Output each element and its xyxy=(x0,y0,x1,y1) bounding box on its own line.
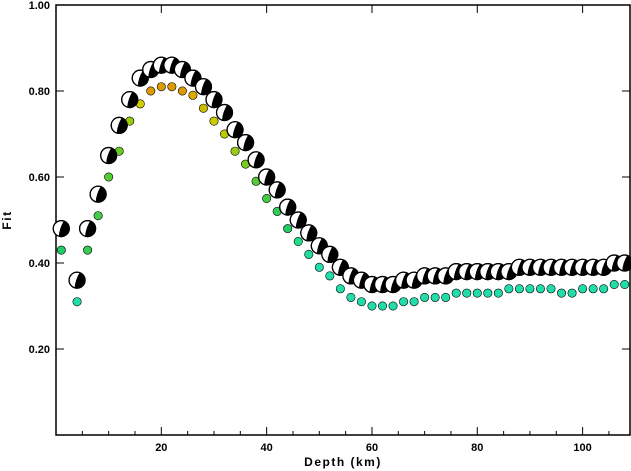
fit-dot xyxy=(399,297,409,307)
fit-dot xyxy=(83,245,93,255)
fit-dot xyxy=(388,301,398,311)
fit-dot xyxy=(557,288,567,298)
plot-frame xyxy=(55,4,631,436)
beachball-marker xyxy=(68,271,86,289)
fit-dot xyxy=(314,262,324,272)
beachball-marker xyxy=(100,146,118,165)
fit-dot xyxy=(167,82,177,92)
fit-dot xyxy=(409,297,419,307)
beachball-marker xyxy=(437,267,455,285)
fit-dot xyxy=(283,224,293,234)
x-tick-label: 60 xyxy=(366,442,378,454)
fit-dot xyxy=(441,292,451,302)
fit-dot xyxy=(483,288,493,298)
y-tick-label: 0.60 xyxy=(29,172,50,184)
y-tick-label: 0.40 xyxy=(29,258,50,270)
x-tick-label: 100 xyxy=(573,442,591,454)
fit-dot xyxy=(546,284,556,294)
fit-dot xyxy=(293,237,303,247)
beachball-marker xyxy=(121,90,139,109)
beachball-marker xyxy=(258,168,276,186)
fit-dot xyxy=(514,284,524,294)
beachball-marker xyxy=(247,151,265,169)
fit-dot xyxy=(104,172,114,182)
x-tick-label: 80 xyxy=(471,442,483,454)
fit-dot xyxy=(304,249,314,259)
beachball-marker xyxy=(89,185,107,203)
fit-dot xyxy=(567,288,577,298)
beachball-marker xyxy=(289,211,307,229)
fit-dot xyxy=(535,284,545,294)
y-tick-label: 1.00 xyxy=(29,0,50,12)
fit-dot xyxy=(146,86,156,96)
beachball-marker xyxy=(236,134,255,152)
beachball-marker xyxy=(279,198,297,216)
fit-dot xyxy=(493,288,503,298)
beachball-marker xyxy=(268,181,286,199)
y-axis-title: Fit xyxy=(0,210,14,229)
x-tick-label: 20 xyxy=(155,442,167,454)
fit-dot xyxy=(451,288,461,298)
fit-dot xyxy=(609,279,619,289)
fit-dot xyxy=(420,292,430,302)
fit-dot xyxy=(156,82,166,92)
fit-dot xyxy=(56,245,66,255)
fit-dot xyxy=(472,288,482,298)
beachball-marker xyxy=(78,220,97,238)
fit-dot xyxy=(230,146,240,156)
beachball-marker xyxy=(226,121,244,139)
fit-dot xyxy=(262,194,272,204)
fit-dot xyxy=(93,211,103,221)
fit-dot xyxy=(578,284,588,294)
beachball-marker xyxy=(215,103,234,122)
y-tick-label: 0.20 xyxy=(29,344,50,356)
fit-dot xyxy=(356,297,366,307)
beachball-marker xyxy=(52,220,70,238)
fit-dot xyxy=(346,292,356,302)
beachball-series xyxy=(52,56,631,294)
x-tick-label: 40 xyxy=(261,442,273,454)
fit-dot xyxy=(209,116,219,126)
fit-dot xyxy=(599,284,609,294)
fit-dot xyxy=(588,284,598,294)
ticks: 0.20 0.40 0.60 0.80 1.00 20 40 60 80 100 xyxy=(29,0,630,454)
axes xyxy=(55,4,631,436)
beachball-marker xyxy=(300,224,318,242)
dot-series xyxy=(56,82,630,311)
fit-dot xyxy=(198,103,208,113)
fit-dot xyxy=(377,301,387,311)
beachball-marker xyxy=(616,254,631,272)
fit-dot xyxy=(325,271,335,281)
fit-dot xyxy=(620,279,630,289)
beachball-marker xyxy=(321,245,339,263)
x-axis-title: Depth (km) xyxy=(304,455,382,469)
beachball-marker xyxy=(173,60,191,79)
beachball-marker xyxy=(205,90,223,109)
y-tick-label: 0.80 xyxy=(29,86,50,98)
fit-dot xyxy=(335,284,345,294)
beachball-marker xyxy=(110,116,128,135)
fit-dot xyxy=(72,297,82,307)
fit-dot xyxy=(525,284,535,294)
beachball-marker xyxy=(194,78,213,96)
fit-dot xyxy=(177,86,187,96)
fit-dot xyxy=(462,288,472,298)
fit-dot xyxy=(367,301,377,311)
fit-dot xyxy=(504,284,514,294)
fit-dot xyxy=(430,292,440,302)
fit-dot xyxy=(188,90,198,100)
